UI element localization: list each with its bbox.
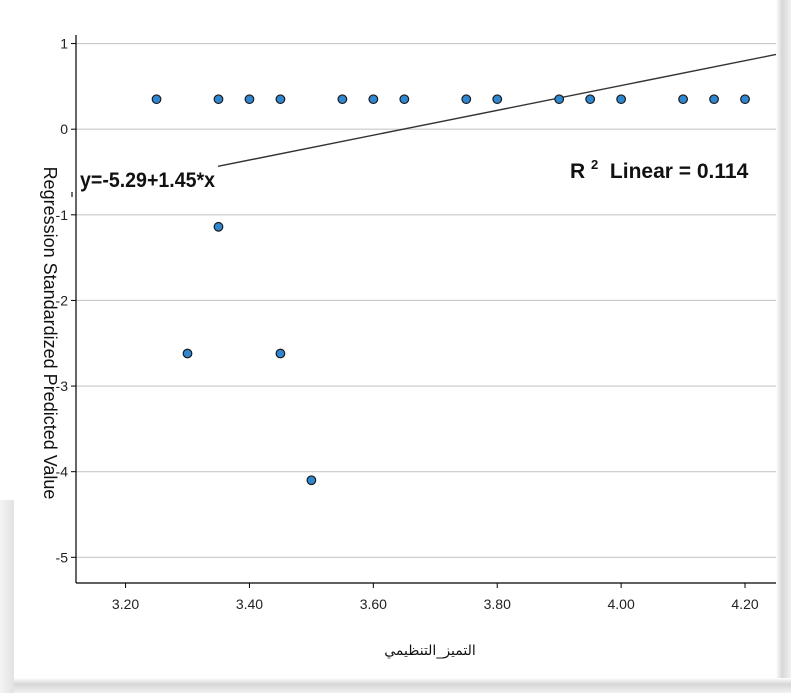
data-point <box>275 348 286 359</box>
data-point <box>306 475 317 486</box>
data-point <box>616 94 627 105</box>
gridlines <box>76 42 776 558</box>
y-tick-label: 0 <box>60 121 68 137</box>
data-point <box>709 94 719 105</box>
x-axis-label: التميز_التنظيمي <box>384 643 476 659</box>
y-tick-label: -5 <box>56 549 69 565</box>
data-point <box>213 221 224 232</box>
data-point <box>213 94 224 105</box>
y-tick-label: -1 <box>56 207 69 223</box>
frame-shadow-bottom <box>0 678 791 693</box>
frame-shadow-left <box>0 500 14 693</box>
x-tick-label: 3.40 <box>236 596 263 612</box>
data-point <box>182 348 193 359</box>
data-point <box>678 94 688 105</box>
data-point <box>554 94 565 105</box>
y-tick-label: 1 <box>60 36 68 52</box>
r-squared-superscript: 2 <box>591 157 598 172</box>
data-point <box>461 94 472 105</box>
x-tick-label: 3.20 <box>112 596 139 612</box>
r-squared-prefix: R <box>570 160 585 183</box>
x-tick-label: 4.00 <box>608 596 635 612</box>
data-point <box>368 94 379 105</box>
y-tick-labels: 1 0 -1 -2 -3 -4 -5 <box>56 36 69 566</box>
x-tick-label: 4.20 <box>731 596 758 612</box>
fit-line <box>217 53 777 168</box>
data-point <box>399 94 410 105</box>
data-point <box>337 94 348 105</box>
fit-equation-label: y=-5.29+1.45*x <box>80 169 215 192</box>
data-points <box>151 94 750 486</box>
data-point <box>151 94 162 105</box>
data-point <box>740 94 750 105</box>
x-tick-label: 3.80 <box>484 596 511 612</box>
data-point <box>244 94 255 105</box>
y-tick-label: -3 <box>56 378 69 394</box>
axes <box>71 35 776 588</box>
data-point <box>275 94 286 105</box>
y-tick-label: -2 <box>56 292 69 308</box>
x-tick-labels: 3.20 3.40 3.60 3.80 4.00 4.20 <box>112 596 759 612</box>
fit-line-group <box>71 53 777 197</box>
y-axis-label: Regression Standardized Predicted Value <box>40 167 60 500</box>
r-squared-label: R 2 Linear = 0.114 <box>570 151 749 183</box>
frame-shadow-right <box>776 0 791 693</box>
x-tick-label: 3.60 <box>360 596 387 612</box>
r-squared-suffix: Linear = 0.114 <box>604 160 749 183</box>
data-point <box>585 94 596 105</box>
y-tick-label: -4 <box>56 464 69 480</box>
data-point <box>492 94 503 105</box>
